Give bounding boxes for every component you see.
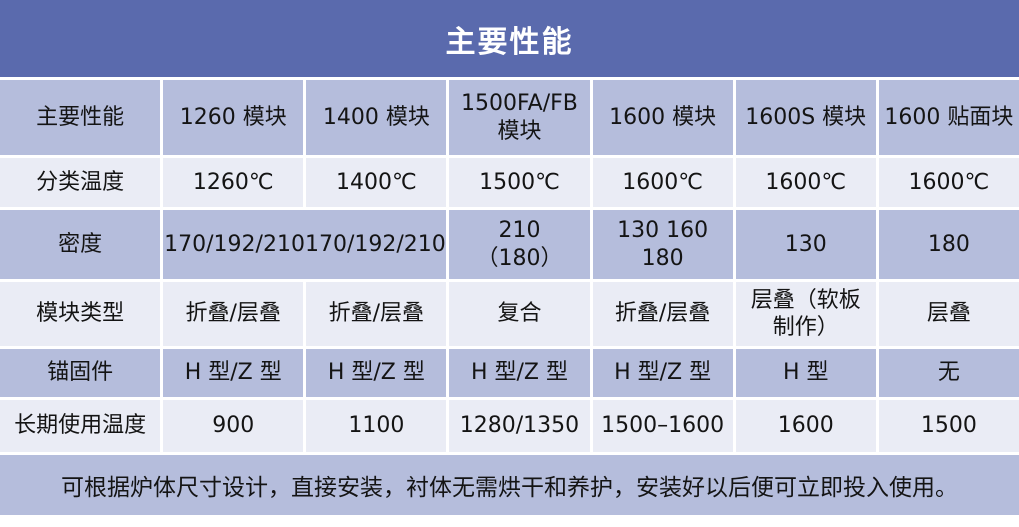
row-label: 长期使用温度: [0, 400, 161, 452]
cell: 1500℃: [449, 158, 590, 207]
row-label: 分类温度: [0, 158, 161, 207]
cell: 1280/1350: [449, 400, 590, 452]
cell: 1600℃: [735, 158, 876, 207]
cell: 1500–1600: [592, 400, 733, 452]
table-row-classification-temp: 分类温度 1260℃ 1400℃ 1500℃ 1600℃ 1600℃ 1600℃: [0, 158, 1019, 207]
cell: H 型: [735, 349, 876, 397]
table-row-density: 密度 170/192/210170/192/210 210 （180） 130 …: [0, 210, 1019, 279]
column-header-main: 主要性能: [0, 80, 161, 155]
column-header-1260: 1260 模块: [163, 80, 304, 155]
cell: 无: [878, 349, 1019, 397]
table-row-module-type: 模块类型 折叠/层叠 折叠/层叠 复合 折叠/层叠 层叠（软板 制作） 层叠: [0, 282, 1019, 346]
cell: 1600: [735, 400, 876, 452]
row-label: 密度: [0, 210, 161, 279]
cell: 130: [735, 210, 876, 279]
cell: 折叠/层叠: [306, 282, 447, 346]
performance-table: 主要性能 1260 模块 1400 模块 1500FA/FB 模块 1600 模…: [0, 77, 1019, 455]
cell: 折叠/层叠: [163, 282, 304, 346]
cell: 层叠: [878, 282, 1019, 346]
page-title: 主要性能: [445, 24, 574, 60]
row-label: 模块类型: [0, 282, 161, 346]
cell: 1260℃: [163, 158, 304, 207]
cell-merged: 170/192/210170/192/210: [163, 210, 447, 279]
cell: 130 160 180: [592, 210, 733, 279]
table-title-bar: 主要性能: [0, 0, 1019, 77]
table-footnote: 可根据炉体尺寸设计，直接安装，衬体无需烘干和养护，安装好以后便可立即投入使用。: [0, 455, 1019, 515]
footnote-text: 可根据炉体尺寸设计，直接安装，衬体无需烘干和养护，安装好以后便可立即投入使用。: [61, 475, 958, 501]
column-header-1500fafb: 1500FA/FB 模块: [449, 80, 590, 155]
cell: 层叠（软板 制作）: [735, 282, 876, 346]
cell: 1500: [878, 400, 1019, 452]
column-header-1600: 1600 模块: [592, 80, 733, 155]
cell: H 型/Z 型: [449, 349, 590, 397]
cell: 900: [163, 400, 304, 452]
cell: H 型/Z 型: [306, 349, 447, 397]
cell: 1600℃: [878, 158, 1019, 207]
cell: 210 （180）: [449, 210, 590, 279]
cell: 1100: [306, 400, 447, 452]
cell: H 型/Z 型: [163, 349, 304, 397]
cell: 1400℃: [306, 158, 447, 207]
column-header-1600s: 1600S 模块: [735, 80, 876, 155]
cell: H 型/Z 型: [592, 349, 733, 397]
table-header-row: 主要性能 1260 模块 1400 模块 1500FA/FB 模块 1600 模…: [0, 80, 1019, 155]
cell: 复合: [449, 282, 590, 346]
table-row-long-term-temp: 长期使用温度 900 1100 1280/1350 1500–1600 1600…: [0, 400, 1019, 452]
cell: 折叠/层叠: [592, 282, 733, 346]
row-label: 锚固件: [0, 349, 161, 397]
column-header-1400: 1400 模块: [306, 80, 447, 155]
cell: 180: [878, 210, 1019, 279]
cell: 1600℃: [592, 158, 733, 207]
column-header-1600-veneer: 1600 贴面块: [878, 80, 1019, 155]
table-row-anchor: 锚固件 H 型/Z 型 H 型/Z 型 H 型/Z 型 H 型/Z 型 H 型 …: [0, 349, 1019, 397]
